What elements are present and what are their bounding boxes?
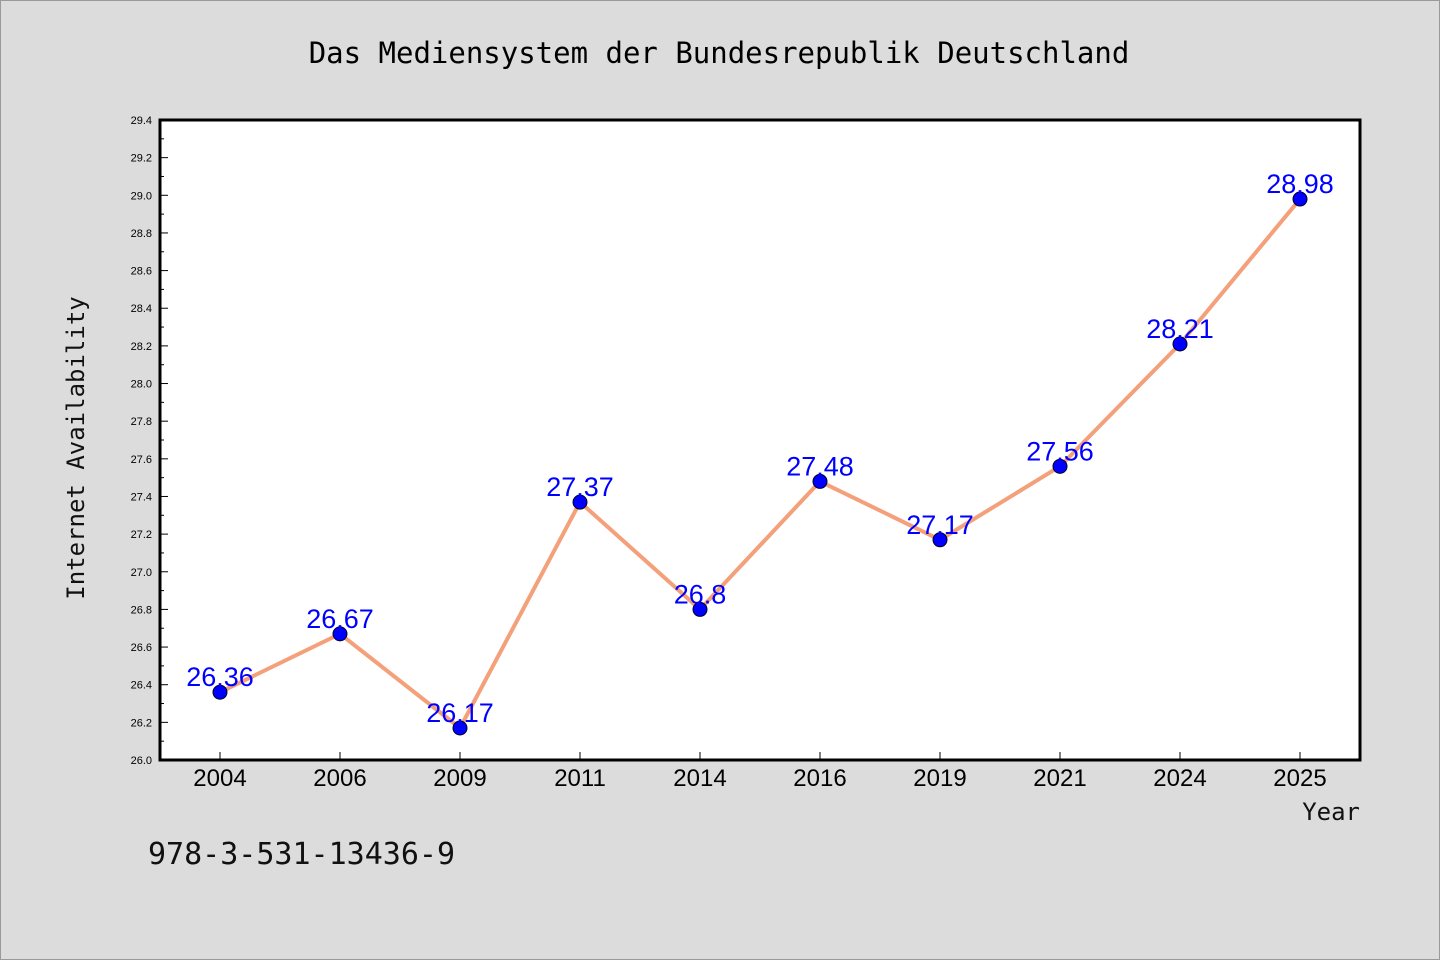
y-tick-label: 26.8 xyxy=(131,604,152,616)
data-series: 26.36 26.67 26.17 27.37 26.8 27.48 27.17 27.56 2… xyxy=(186,169,1334,736)
data-point xyxy=(572,494,588,510)
data-label: 26.17 xyxy=(426,698,494,728)
x-tick-label: 2025 xyxy=(1273,765,1326,792)
y-tick-label: 27.4 xyxy=(131,491,152,503)
x-tick-label: 2021 xyxy=(1033,765,1086,792)
data-point xyxy=(1292,191,1308,207)
data-label: 28.98 xyxy=(1266,169,1334,199)
data-point xyxy=(452,720,468,736)
y-tick-label: 27.6 xyxy=(131,454,152,466)
y-tick-label: 29.4 xyxy=(131,115,152,127)
data-point xyxy=(332,626,348,642)
x-axis-label: Year xyxy=(1302,798,1360,826)
y-tick-label: 27.2 xyxy=(131,529,152,541)
plot-area xyxy=(160,120,1360,760)
isbn-label: 978-3-531-13436-9 xyxy=(148,837,455,872)
x-tick-label: 2004 xyxy=(193,765,246,792)
y-tick-label: 26.0 xyxy=(131,755,152,767)
x-tick-label: 2009 xyxy=(433,765,486,792)
y-tick-label: 28.8 xyxy=(131,228,152,240)
y-tick-label: 28.6 xyxy=(131,266,152,278)
x-tick-label: 2006 xyxy=(313,765,366,792)
data-point xyxy=(812,473,828,489)
x-tick-label: 2011 xyxy=(554,765,606,792)
y-tick-label: 27.0 xyxy=(131,567,152,579)
y-tick-label: 26.2 xyxy=(131,717,152,729)
data-label: 27.37 xyxy=(546,472,614,502)
data-label: 28.21 xyxy=(1146,314,1214,344)
data-point xyxy=(932,532,948,548)
chart-title: Das Mediensystem der Bundesrepublik Deut… xyxy=(309,36,1130,70)
plot-frame xyxy=(158,118,1362,762)
y-tick-label: 27.8 xyxy=(131,416,152,428)
data-label: 26.36 xyxy=(186,662,254,692)
data-label: 27.17 xyxy=(906,510,974,540)
data-point xyxy=(212,684,228,700)
y-tick-label: 26.6 xyxy=(131,642,152,654)
y-tick-label: 29.0 xyxy=(131,190,152,202)
x-tick-label: 2019 xyxy=(913,765,966,792)
y-tick-label: 28.2 xyxy=(131,341,152,353)
y-tick-label: 28.4 xyxy=(131,303,152,315)
data-label: 27.56 xyxy=(1026,436,1094,466)
y-tick-label: 29.2 xyxy=(131,153,152,165)
series-line xyxy=(219,197,1302,730)
y-tick-label: 26.4 xyxy=(131,680,152,692)
data-label: 26.67 xyxy=(306,604,374,634)
data-point xyxy=(692,601,708,617)
data-label: 26.8 xyxy=(674,579,727,609)
x-tick-label: 2024 xyxy=(1153,765,1206,792)
x-tick-label: 2016 xyxy=(793,765,846,792)
data-label: 27.48 xyxy=(786,451,854,481)
y-tick-label: 28.0 xyxy=(131,379,152,391)
data-point xyxy=(1052,458,1068,474)
x-tick-label: 2014 xyxy=(673,765,726,792)
data-point xyxy=(1172,336,1188,352)
y-axis-label: Internet Availability xyxy=(62,296,90,599)
x-axis: 2004 2006 2009 2011 2014 2016 2019 2021 2024 2025 xyxy=(193,752,1327,792)
